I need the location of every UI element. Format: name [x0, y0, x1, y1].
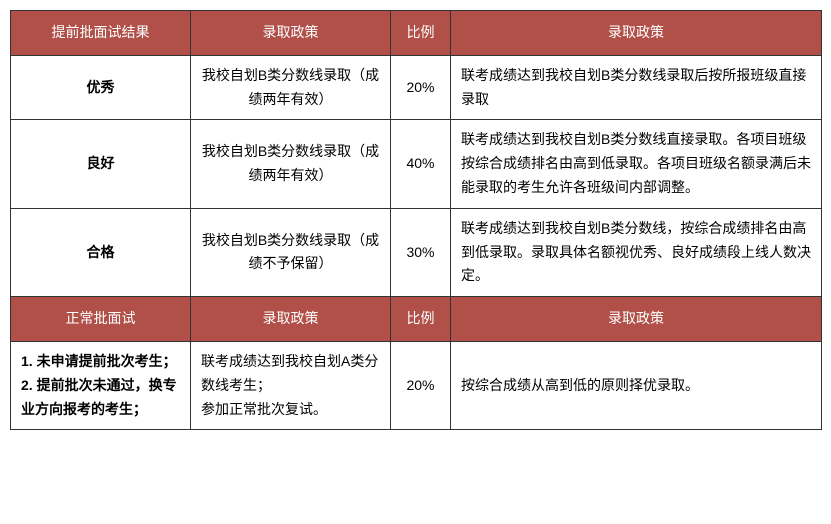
result-cell: 良好	[11, 120, 191, 208]
detail-cell: 联考成绩达到我校自划B类分数线直接录取。各项目班级按综合成绩排名由高到低录取。各…	[451, 120, 822, 208]
ratio-cell: 20%	[391, 341, 451, 429]
policy-cell: 我校自划B类分数线录取（成绩不予保留）	[191, 208, 391, 296]
detail-cell: 按综合成绩从高到低的原则择优录取。	[451, 341, 822, 429]
header-cell: 提前批面试结果	[11, 11, 191, 56]
header-cell: 录取政策	[451, 11, 822, 56]
table-row: 1. 未申请提前批次考生；2. 提前批次未通过，换专业方向报考的考生； 联考成绩…	[11, 341, 822, 429]
policy-cell: 联考成绩达到我校自划A类分数线考生；参加正常批次复试。	[191, 341, 391, 429]
detail-cell: 联考成绩达到我校自划B类分数线，按综合成绩排名由高到低录取。录取具体名额视优秀、…	[451, 208, 822, 296]
normal-batch-cell: 1. 未申请提前批次考生；2. 提前批次未通过，换专业方向报考的考生；	[11, 341, 191, 429]
header-cell: 比例	[391, 11, 451, 56]
header-cell: 录取政策	[191, 11, 391, 56]
policy-cell: 我校自划B类分数线录取（成绩两年有效）	[191, 55, 391, 120]
ratio-cell: 40%	[391, 120, 451, 208]
header-cell: 录取政策	[451, 297, 822, 342]
result-cell: 合格	[11, 208, 191, 296]
header-cell: 录取政策	[191, 297, 391, 342]
header-row-1: 提前批面试结果 录取政策 比例 录取政策	[11, 11, 822, 56]
result-cell: 优秀	[11, 55, 191, 120]
header-cell: 正常批面试	[11, 297, 191, 342]
ratio-cell: 30%	[391, 208, 451, 296]
table-row: 优秀 我校自划B类分数线录取（成绩两年有效） 20% 联考成绩达到我校自划B类分…	[11, 55, 822, 120]
table-row: 良好 我校自划B类分数线录取（成绩两年有效） 40% 联考成绩达到我校自划B类分…	[11, 120, 822, 208]
detail-cell: 联考成绩达到我校自划B类分数线录取后按所报班级直接录取	[451, 55, 822, 120]
admission-policy-table: 提前批面试结果 录取政策 比例 录取政策 优秀 我校自划B类分数线录取（成绩两年…	[10, 10, 822, 430]
policy-cell: 我校自划B类分数线录取（成绩两年有效）	[191, 120, 391, 208]
header-row-2: 正常批面试 录取政策 比例 录取政策	[11, 297, 822, 342]
table-row: 合格 我校自划B类分数线录取（成绩不予保留） 30% 联考成绩达到我校自划B类分…	[11, 208, 822, 296]
ratio-cell: 20%	[391, 55, 451, 120]
header-cell: 比例	[391, 297, 451, 342]
